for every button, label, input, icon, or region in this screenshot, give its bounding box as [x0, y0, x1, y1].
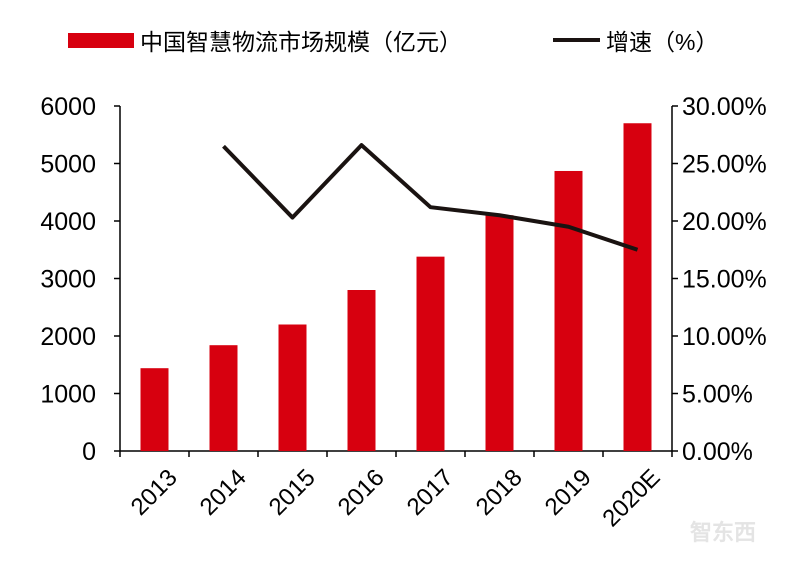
growth-line-path — [222, 143, 639, 252]
bar-2018 — [485, 215, 514, 451]
bar-2017 — [416, 256, 445, 451]
bar-2015 — [278, 324, 307, 451]
right-tick-label: 30.00% — [682, 93, 767, 121]
legend: 中国智慧物流市场规模（亿元） 增速（%） — [68, 29, 718, 55]
bar-2019 — [554, 170, 583, 451]
x-tick-label: 2019 — [540, 464, 597, 521]
axes: 0 1000 2000 3000 4000 5000 6000 0.00% 5.00% 10.00… — [40, 93, 766, 532]
left-tick-label: 4000 — [40, 208, 96, 236]
growth-line — [222, 143, 639, 252]
x-tick-label: 2018 — [471, 464, 528, 521]
legend-bar-swatch — [68, 33, 134, 48]
legend-line-label: 增速（%） — [606, 29, 718, 55]
x-tick-label: 2017 — [402, 464, 459, 521]
x-tick-label: 2015 — [264, 464, 321, 521]
left-tick-label: 2000 — [40, 323, 96, 351]
left-tick-label: 0 — [82, 438, 96, 466]
left-tick-label: 5000 — [40, 151, 96, 179]
left-tick-label: 3000 — [40, 266, 96, 294]
bar-2016 — [347, 290, 376, 451]
right-tick-label: 20.00% — [682, 208, 767, 236]
right-tick-label: 5.00% — [682, 381, 753, 409]
bar-2020E — [623, 123, 652, 451]
legend-bar-label: 中国智慧物流市场规模（亿元） — [140, 29, 462, 55]
bars — [140, 123, 652, 451]
left-tick-label: 6000 — [40, 93, 96, 121]
bar-2014 — [209, 345, 238, 451]
x-tick-label: 2014 — [195, 464, 252, 521]
left-tick-label: 1000 — [40, 381, 96, 409]
right-tick-label: 0.00% — [682, 438, 753, 466]
x-tick-label: 2016 — [333, 464, 390, 521]
right-tick-label: 10.00% — [682, 323, 767, 351]
x-tick-label: 2020E — [597, 464, 665, 532]
right-tick-label: 15.00% — [682, 266, 767, 294]
bar-2013 — [140, 368, 169, 451]
x-tick-label: 2013 — [126, 464, 183, 521]
watermark-logo: 智东西 — [690, 520, 756, 545]
right-tick-label: 25.00% — [682, 151, 767, 179]
